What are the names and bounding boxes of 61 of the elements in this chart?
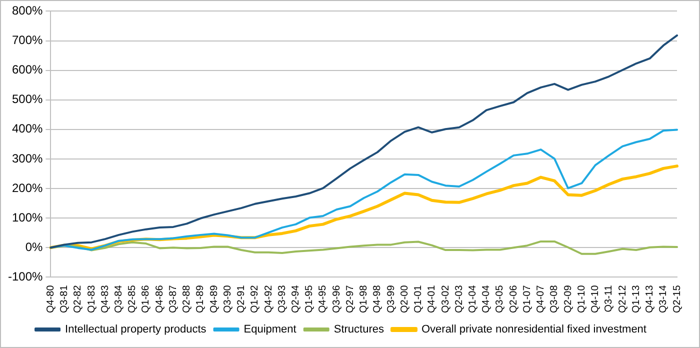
x-tick-label: Q4-80 [45,284,56,314]
x-tick-label: Q2-91 [236,284,248,314]
x-tick-label: Q4-07 [536,284,547,314]
x-tick-label: Q1-92 [250,284,261,314]
x-tick-label: Q3-99 [386,284,397,314]
x-tick-label: Q1-13 [630,284,642,314]
x-tick-label: Q2-85 [127,284,138,314]
x-tick-label: Q4-98 [372,284,384,314]
y-tick-label: 500% [12,92,44,106]
x-tick-label: Q2-97 [344,284,356,314]
y-tick-label: 300% [12,151,44,166]
y-tick-label: 700% [12,33,44,48]
y-tick-label: -100% [8,270,44,284]
x-tick-label: Q4-01 [426,284,438,314]
x-tick-label: Q2-94 [290,284,302,314]
x-tick-label: Q1-89 [195,284,206,314]
x-tick-label: Q3-90 [222,284,234,314]
legend-label: Overall private nonresidential fixed investment [421,324,646,336]
x-tick-label: Q3-96 [331,284,342,314]
y-tick-label: 600% [12,62,44,77]
x-tick-label: Q1-98 [358,284,370,314]
x-tick-label: Q2-15 [672,284,683,314]
x-tick-label: Q4-13 [644,284,656,314]
x-tick-label: Q4-95 [318,284,329,314]
y-tick-label: 0% [25,240,44,254]
x-tick-label: Q2-03 [454,284,465,314]
x-tick-label: Q4-86 [154,284,166,314]
x-tick-label: Q3-81 [59,284,70,314]
x-tick-label: Q4-04 [481,284,492,314]
x-tick-label: Q1-07 [522,284,533,314]
x-tick-label: Q1-86 [140,284,152,314]
x-tick-label: Q3-14 [658,284,670,314]
legend-label: Equipment [244,324,296,336]
x-tick-label: Q2-06 [508,284,520,314]
x-tick-label: Q4-10 [590,284,602,314]
x-tick-label: Q3-05 [494,284,506,314]
x-tick-label: Q3-93 [276,284,288,314]
x-tick-label: Q3-02 [440,284,452,314]
x-tick-label: Q3-84 [114,284,125,314]
y-tick-label: 400% [12,122,44,136]
x-tick-label: Q2-00 [399,284,410,314]
x-tick-label: Q2-82 [72,284,84,314]
legend-label: Intellectual property products [65,324,207,336]
x-tick-label: Q2-12 [617,284,628,314]
legend-label: Structures [334,324,384,336]
x-tick-label: Q1-01 [413,284,424,314]
x-tick-label: Q2-88 [182,284,193,314]
y-tick-label: 200% [12,180,44,195]
x-tick-label: Q3-87 [168,284,179,314]
x-tick-label: Q4-92 [263,284,274,314]
x-tick-label: Q4-89 [208,284,220,314]
x-tick-label: Q1-04 [468,284,479,314]
y-tick-label: 100% [12,210,44,224]
x-tick-label: Q4-83 [100,284,111,314]
x-tick-label: Q3-11 [604,284,615,312]
x-tick-label: Q2-09 [562,284,574,314]
x-tick-label: Q1-10 [576,284,588,314]
x-tick-label: Q3-08 [549,284,560,314]
x-tick-label: Q1-95 [304,284,316,314]
y-tick-label: 800% [12,4,44,18]
x-tick-label: Q1-83 [86,284,98,314]
